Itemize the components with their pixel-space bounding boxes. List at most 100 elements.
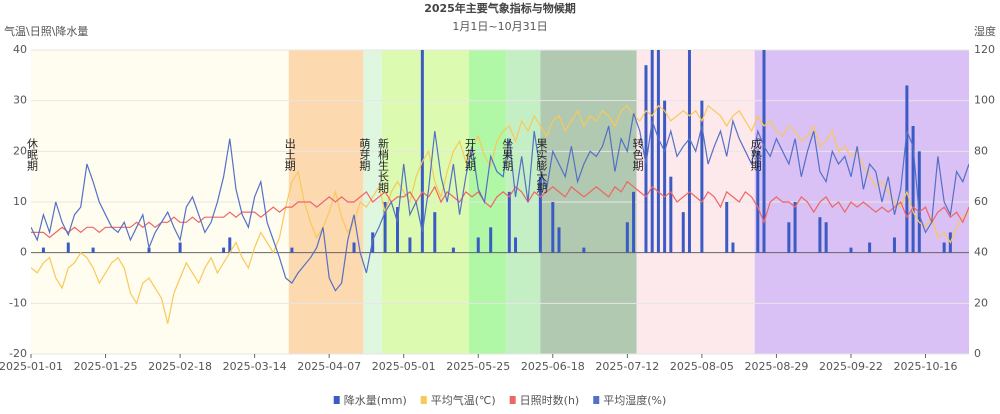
precip-bar (41, 247, 45, 253)
precip-bar (551, 202, 555, 253)
y2-tick-label: 120 (974, 43, 995, 56)
precip-bar (383, 202, 387, 253)
grid (30, 49, 969, 358)
precip-bar (905, 85, 909, 253)
y2-axis-label: 湿度 (974, 24, 996, 38)
legend-label: 降水量(mm) (344, 393, 407, 407)
precip-bar (911, 126, 915, 253)
precip-bar (290, 247, 294, 253)
precip-bar (849, 247, 853, 253)
legend-swatch (420, 396, 427, 404)
precip-bar (787, 222, 791, 253)
y-tick-label: 10 (13, 195, 27, 208)
x-tick-label: 2025-03-14 (223, 360, 287, 373)
x-tick-label: 2025-08-29 (744, 360, 808, 373)
precip-bar (451, 247, 455, 253)
precip-bar (644, 65, 648, 253)
y2-tick-label: 40 (974, 246, 988, 259)
chart-subtitle: 1月1日~10月31日 (452, 20, 547, 33)
x-tick-label: 2025-05-01 (372, 360, 436, 373)
period-label: 开花期 (463, 138, 476, 172)
y2-tick-label: 0 (974, 347, 981, 360)
precip-bar (669, 176, 673, 253)
x-tick-label: 2025-10-16 (894, 360, 958, 373)
precip-bar (352, 242, 356, 253)
x-tick-label: 2025-05-25 (446, 360, 510, 373)
legend: 降水量(mm) 平均气温(℃) 日照时数(h) 平均湿度(%) (333, 393, 666, 407)
precip-bar (762, 50, 766, 253)
precip-bar (228, 237, 232, 253)
y2-tick-label: 80 (974, 144, 988, 157)
precip-bar (582, 247, 586, 253)
x-tick-label: 2025-04-07 (297, 360, 361, 373)
precip-bar (408, 237, 412, 253)
precip-bar (476, 237, 480, 253)
precip-bar (507, 191, 511, 253)
legend-swatch (333, 396, 340, 404)
y-tick-label: 0 (20, 246, 27, 259)
precip-bar (731, 242, 735, 253)
precip-bar (147, 247, 151, 253)
period-label: 萌芽期 (358, 137, 371, 172)
precip-bar (538, 176, 542, 253)
precip-bar (66, 242, 70, 253)
y-tick-label: 40 (13, 43, 27, 56)
precip-bar (91, 247, 95, 253)
period-label: 成熟期 (749, 138, 762, 172)
precip-bar (489, 227, 493, 253)
precip-bar (396, 207, 400, 253)
series-line (31, 113, 969, 292)
precip-bar (420, 50, 424, 253)
period-label: 休眠期 (26, 138, 39, 172)
y-axis-label: 气温\日照\降水量 (4, 24, 88, 38)
legend-label: 平均湿度(%) (603, 393, 666, 407)
precip-bar (650, 50, 654, 253)
precip-bar (868, 242, 872, 253)
legend-label: 平均气温(℃) (431, 393, 496, 407)
precip-bar (917, 151, 921, 253)
y2-tick-label: 100 (974, 94, 995, 107)
period-label: 果实膨大期 (535, 138, 548, 194)
x-tick-label: 2025-01-25 (74, 360, 138, 373)
precip-bar (756, 151, 760, 253)
x-tick-label: 2025-08-05 (670, 360, 734, 373)
y2-tick-label: 20 (974, 296, 988, 309)
period-label: 出土期 (283, 137, 296, 172)
precip-bar (818, 217, 822, 253)
precip-bar (700, 100, 704, 253)
period-label: 新梢生长期 (376, 137, 389, 194)
precip-bar (656, 50, 660, 253)
y-tick-label: 30 (13, 94, 27, 107)
precip-bar (514, 237, 518, 253)
labels: 休眠期 出土期 萌芽期 新梢生长期 开花期 坐果期 果实膨大期 转色期 成熟期 -20 -10 0 10… (0, 43, 995, 373)
y2-tick-label: 60 (974, 195, 988, 208)
precip-bar (663, 100, 667, 253)
x-tick-label: 2025-06-18 (521, 360, 585, 373)
x-tick-label: 2025-09-22 (819, 360, 883, 373)
y-tick-label: 20 (13, 144, 27, 157)
precip-bar (725, 202, 729, 253)
plot-area (31, 50, 969, 324)
chart-title: 2025年主要气象指标与物候期 (424, 1, 576, 15)
legend-swatch (593, 396, 600, 404)
x-tick-label: 2025-02-18 (148, 360, 212, 373)
precip-bar (687, 50, 691, 253)
x-tick-label: 2025-01-01 (0, 360, 63, 373)
precip-bar (942, 242, 946, 253)
period-label: 坐果期 (501, 138, 514, 172)
y-tick-label: -20 (9, 347, 27, 360)
precip-bar (824, 222, 828, 253)
precip-bar (557, 227, 561, 253)
legend-swatch (509, 396, 516, 404)
y-tick-label: -10 (9, 296, 27, 309)
precip-bar (632, 191, 636, 253)
period-label: 转色期 (631, 137, 644, 172)
x-tick-label: 2025-07-12 (595, 360, 659, 373)
precip-bar (433, 212, 437, 253)
precip-bar (178, 242, 182, 253)
series-line (31, 180, 969, 239)
precip-bar (681, 212, 685, 253)
precip-bar (793, 202, 797, 253)
